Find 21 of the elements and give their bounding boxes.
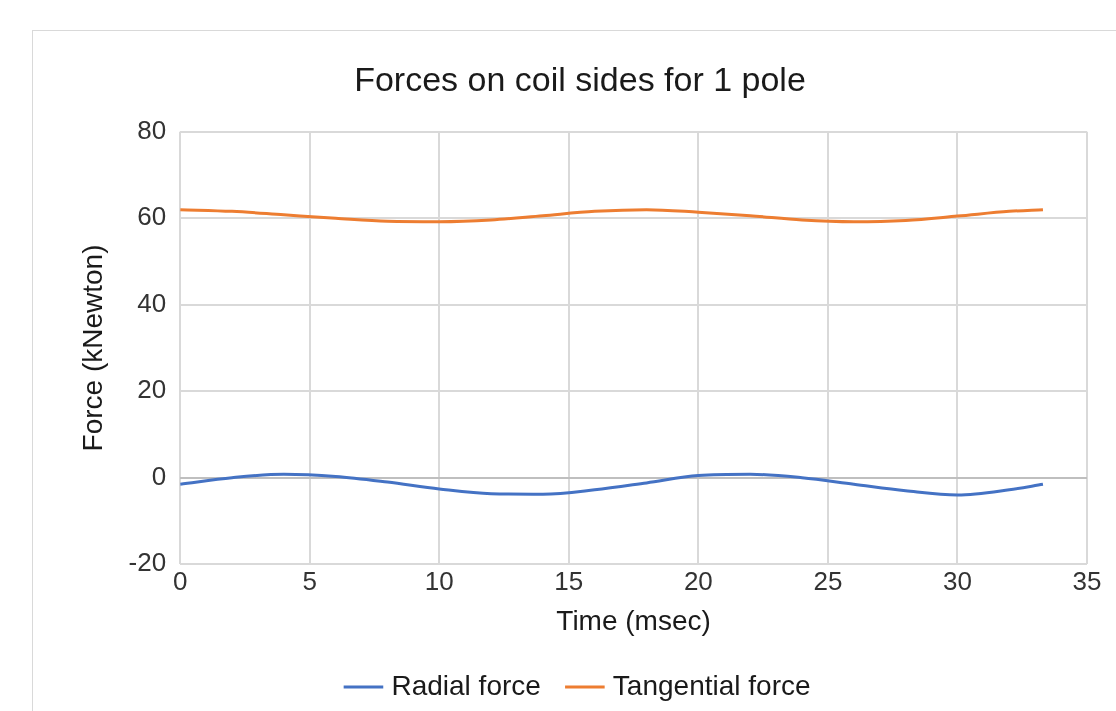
y-tick-label: 40 [137,287,167,318]
y-tick-label: -20 [128,547,167,578]
y-tick-label: 20 [137,374,167,405]
legend-label: Tangential force [612,669,811,701]
x-tick-label: 5 [302,565,317,596]
x-tick-label: 20 [683,565,713,596]
y-axis-title: Force (kNewton) [76,244,108,452]
line-series [180,208,1045,224]
line-series [180,472,1045,497]
x-tick-label: 30 [942,565,972,596]
y-tick-label: 0 [151,460,167,491]
x-tick-label: 0 [172,565,188,596]
x-tick-label: 15 [554,565,584,596]
x-axis-title: Time (msec) [556,604,711,636]
chart-title: Forces on coil sides for 1 pole [354,59,806,98]
x-tick-label: 25 [813,565,843,596]
x-tick-label: 10 [424,565,454,596]
y-tick-label: 60 [137,201,167,232]
legend-label: Radial force [391,669,541,701]
y-tick-label: 80 [137,114,167,145]
x-tick-label: 35 [1072,565,1102,596]
